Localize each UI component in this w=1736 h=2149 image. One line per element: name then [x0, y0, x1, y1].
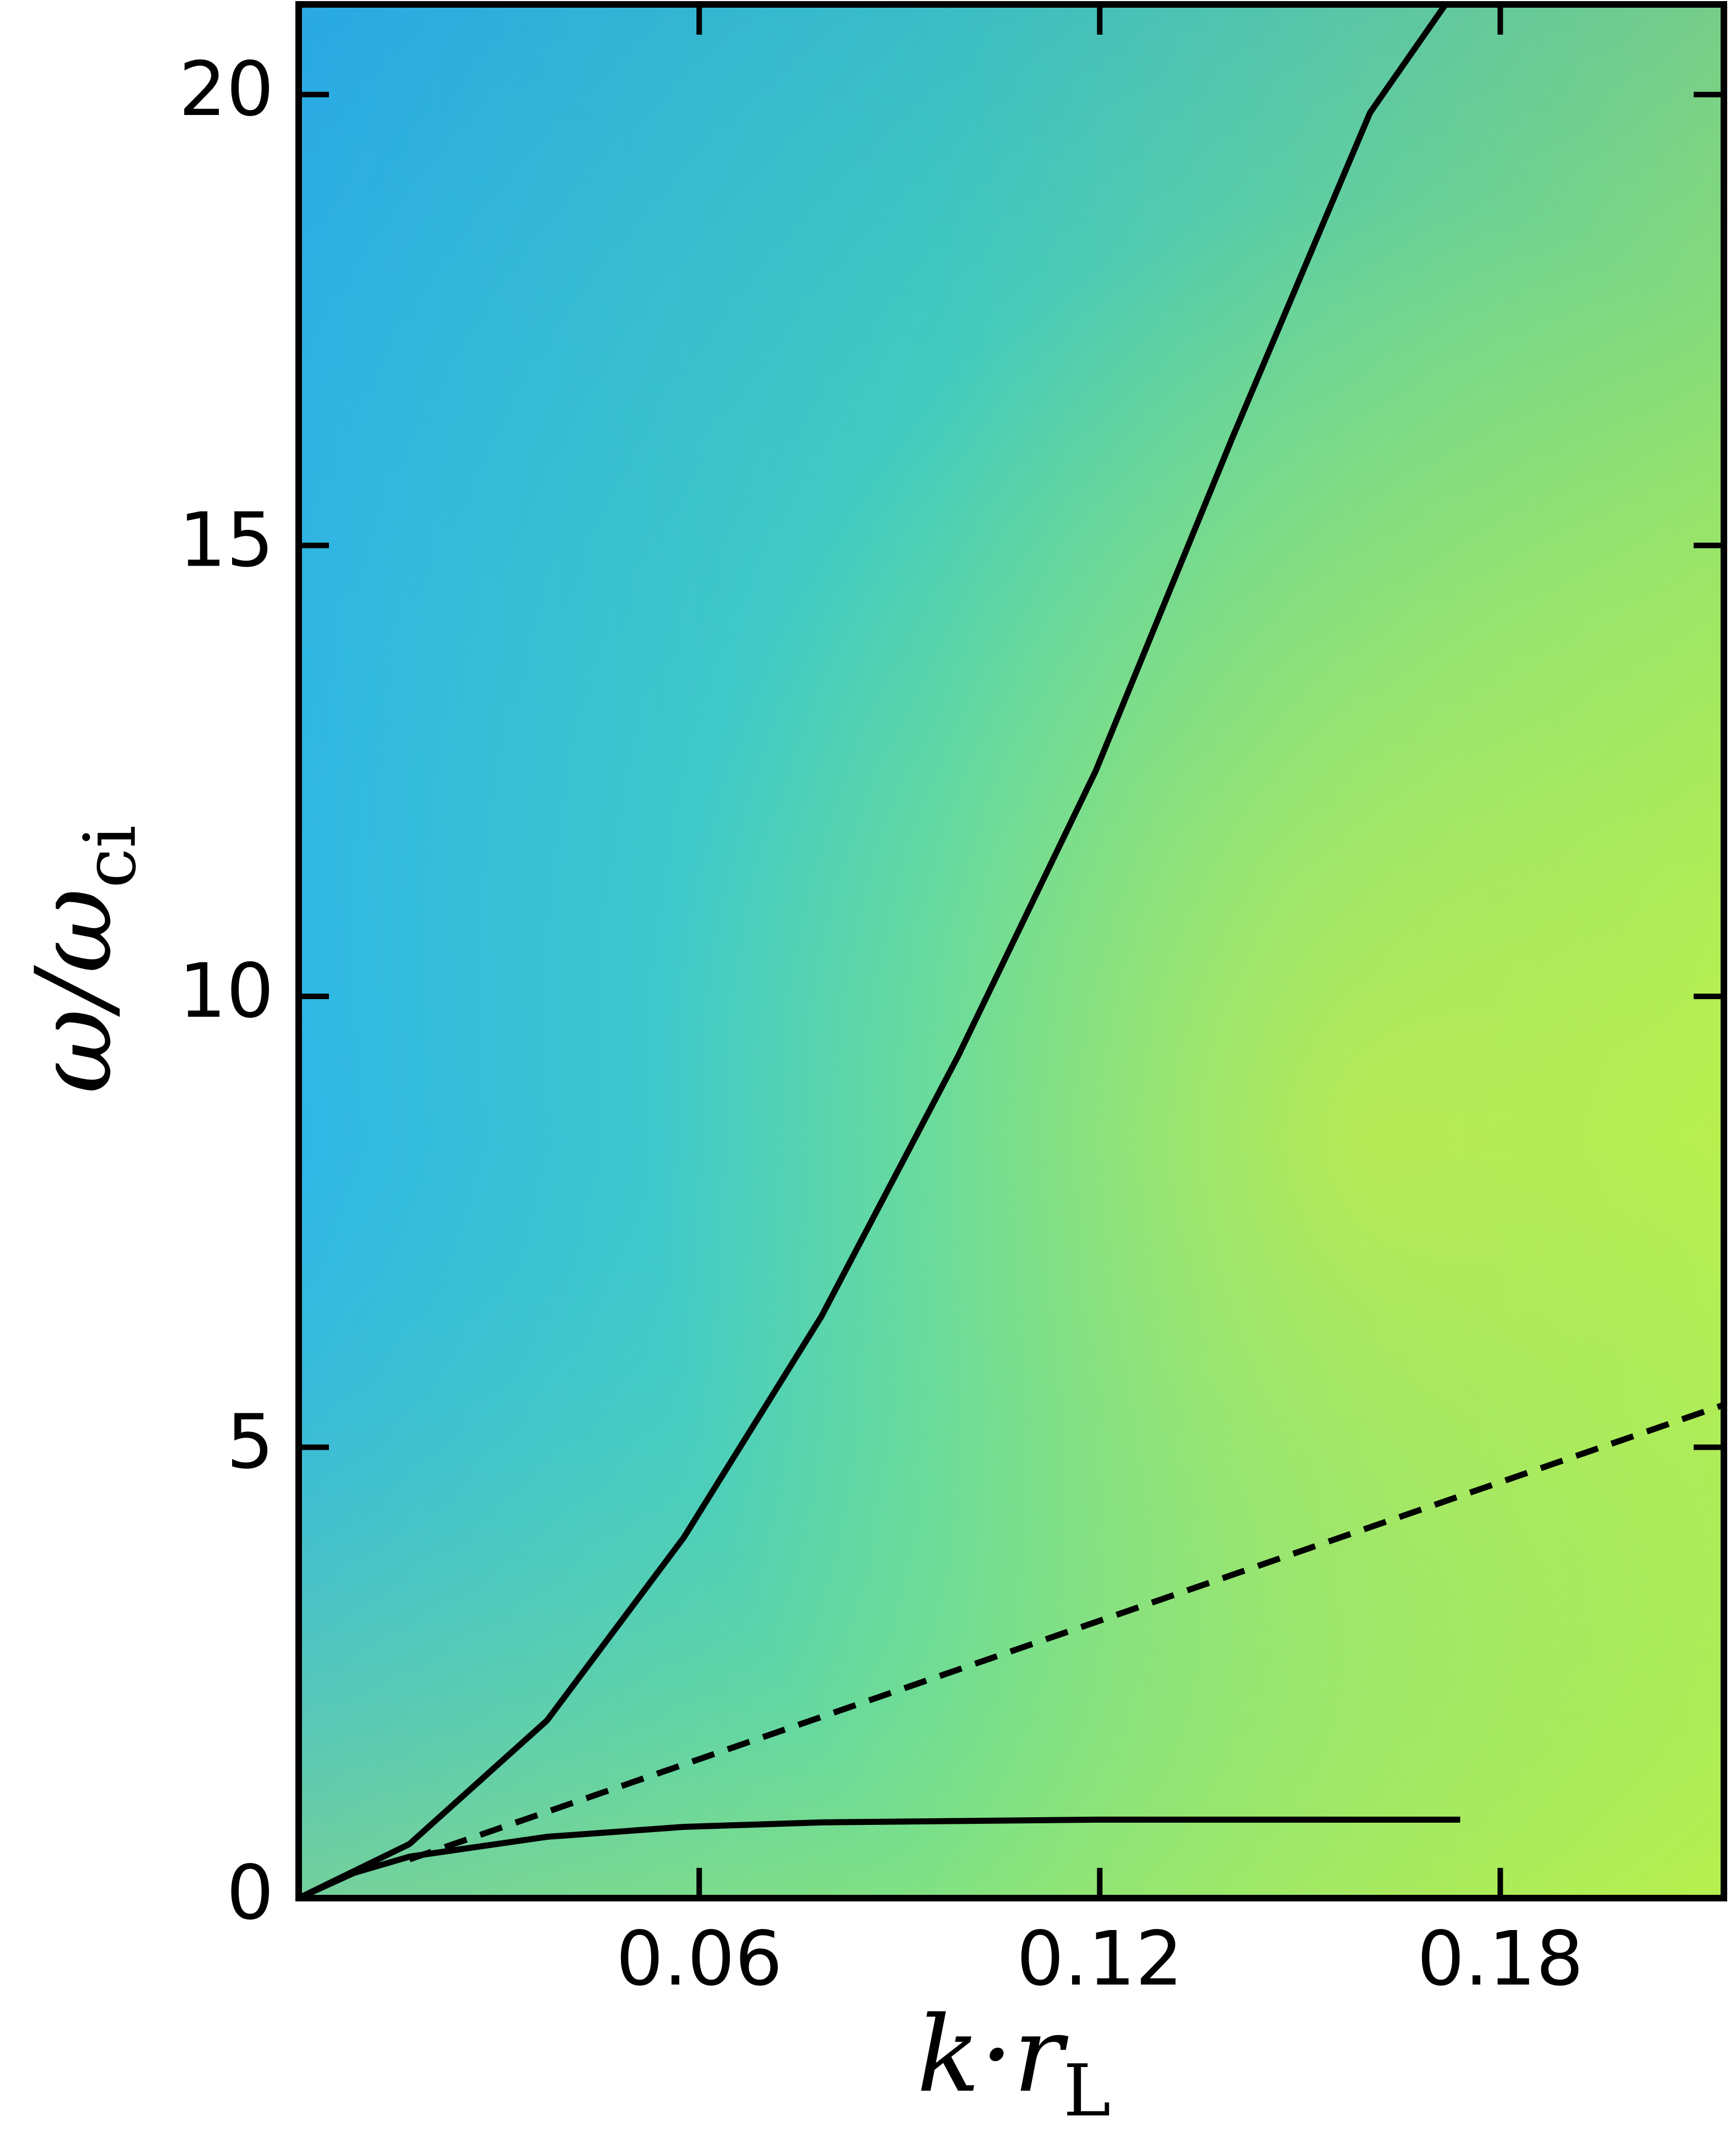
- y-tick-label: 20: [179, 46, 274, 133]
- plot-frame: [295, 1, 1727, 1901]
- y-axis-label: ω/ωci: [13, 825, 152, 1094]
- data-line: [408, 1402, 1724, 1862]
- x-tick-label: 0.06: [616, 1916, 783, 2003]
- data-line: [299, 1816, 1460, 1898]
- data-line: [299, 4, 1448, 1898]
- y-tick-label: 15: [179, 497, 274, 584]
- x-axis-label-sub: L: [1063, 2049, 1111, 2132]
- x-tick-label: 0.18: [1417, 1916, 1584, 2003]
- y-axis-label-sub: ci: [68, 825, 152, 888]
- y-tick-label: 0: [226, 1850, 274, 1937]
- y-tick-label: 5: [226, 1399, 274, 1486]
- x-axis-label-main: k·r: [917, 1994, 1069, 2115]
- lines: [299, 4, 1724, 1898]
- x-axis-label: k·rL: [917, 1994, 1111, 2132]
- y-axis-label-main: ω/ω: [13, 888, 135, 1094]
- ticks: 0.06 0.12 0.18 0 5 10 15 20: [179, 4, 1724, 2003]
- x-tick-label: 0.12: [1017, 1916, 1183, 2003]
- y-tick-label: 10: [179, 948, 274, 1035]
